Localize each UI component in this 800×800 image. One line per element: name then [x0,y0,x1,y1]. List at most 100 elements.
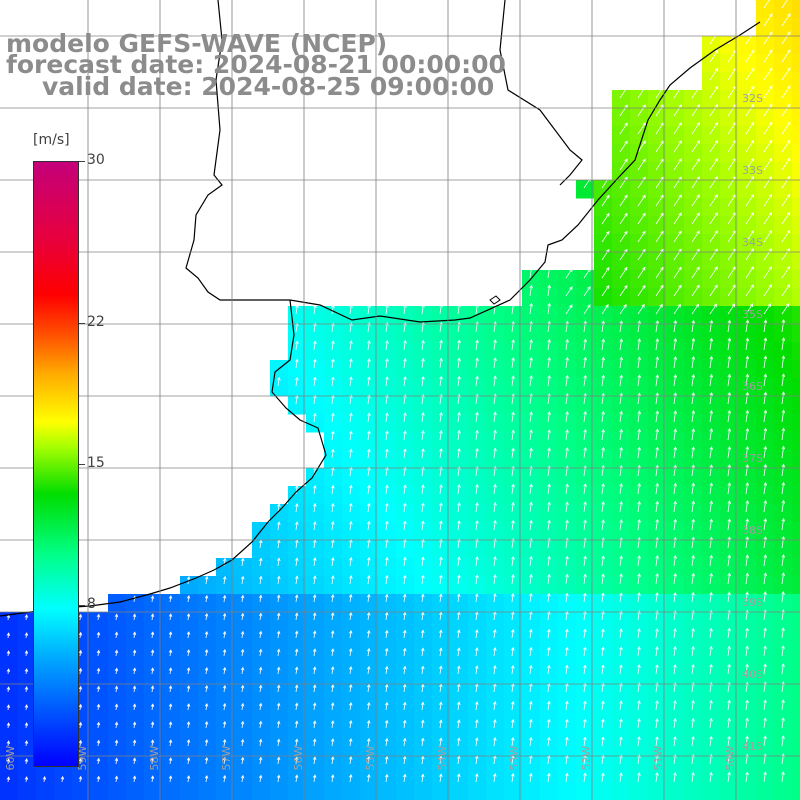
wind-cell [666,540,685,559]
wind-arrow [420,773,425,783]
wind-cell [756,666,775,685]
wind-cell [558,792,577,800]
wind-arrow [457,593,461,603]
wind-cell [504,594,523,613]
wind-cell [414,612,433,631]
wind-arrow [402,755,407,765]
wind-cell [630,468,649,487]
wind-cell [684,558,703,577]
wind-cell [342,630,361,649]
wind-arrow [601,304,609,315]
wind-arrow [781,771,785,783]
wind-arrow [385,520,389,531]
wind-arrow [114,703,119,711]
wind-cell [270,522,289,541]
wind-cell [594,198,613,217]
wind-arrow [673,446,677,459]
wind-arrow [583,700,587,711]
wind-arrow [763,211,773,225]
wind-arrow [619,646,623,657]
wind-cell [738,648,757,667]
wind-cell [126,774,145,793]
wind-arrow [673,392,678,405]
wind-arrow [384,611,389,621]
lon-label: 54W [436,745,449,770]
wind-cell [630,684,649,703]
wind-arrow [691,518,695,531]
wind-arrow [601,212,610,225]
wind-arrow [673,355,678,369]
wind-cell [792,198,800,217]
wind-arrow [78,775,83,783]
wind-cell [0,612,19,631]
wind-arrow [637,140,646,153]
wind-cell [360,342,379,361]
wind-arrow [637,628,641,639]
wind-arrow [583,428,587,441]
wind-arrow [475,593,479,603]
wind-arrow [619,320,624,333]
wind-arrow [637,194,646,207]
wind-arrow [511,573,515,585]
wind-arrow [781,175,791,189]
wind-cell [612,432,631,451]
wind-arrow [781,499,786,513]
wind-arrow [601,320,605,333]
wind-arrow [673,266,682,279]
wind-arrow [655,374,660,387]
wind-cell [612,306,631,325]
wind-arrow [655,645,659,657]
wind-arrow [78,631,83,639]
wind-cell [468,558,487,577]
wind-arrow [529,628,533,639]
wind-cell [666,270,685,289]
wind-cell [612,594,631,613]
wind-arrow [727,500,732,513]
wind-cell [684,738,703,757]
wind-arrow [150,703,155,711]
wind-cell [792,90,800,109]
wind-arrow [601,194,610,207]
wind-arrow [601,646,605,657]
wind-arrow [168,685,173,693]
wind-cell [306,612,325,631]
wind-arrow [547,483,551,495]
wind-arrow [529,447,533,459]
wind-cell [378,576,397,595]
wind-cell [216,666,235,685]
wind-cell [774,558,793,577]
wind-cell [360,702,379,721]
wind-cell [576,558,595,577]
wind-cell [630,270,649,289]
wind-arrow [619,230,628,243]
wind-cell [522,540,541,559]
wind-cell [468,396,487,415]
wind-arrow [511,447,515,459]
wind-arrow [727,266,736,279]
wind-cell [324,720,343,739]
wind-arrow [745,663,749,675]
wind-arrow [457,629,461,639]
wind-arrow [385,574,389,585]
wind-cell [54,774,73,793]
wind-arrow [601,772,605,783]
wind-cell [90,612,109,631]
wind-cell [774,198,793,217]
wind-arrow [763,554,768,567]
wind-cell [468,738,487,757]
wind-arrow [403,502,407,513]
wind-arrow [763,663,767,675]
wind-cell [630,378,649,397]
wind-cell [450,540,469,559]
wind-arrow [745,391,750,405]
wind-arrow [691,428,696,441]
wind-arrow [763,699,767,711]
wind-arrow [691,446,696,459]
wind-cell [540,702,559,721]
wind-cell [522,324,541,343]
wind-arrow [403,538,407,549]
wind-cell [738,630,757,649]
wind-cell [396,450,415,469]
wind-cell [432,468,451,487]
wind-arrow [655,572,659,585]
